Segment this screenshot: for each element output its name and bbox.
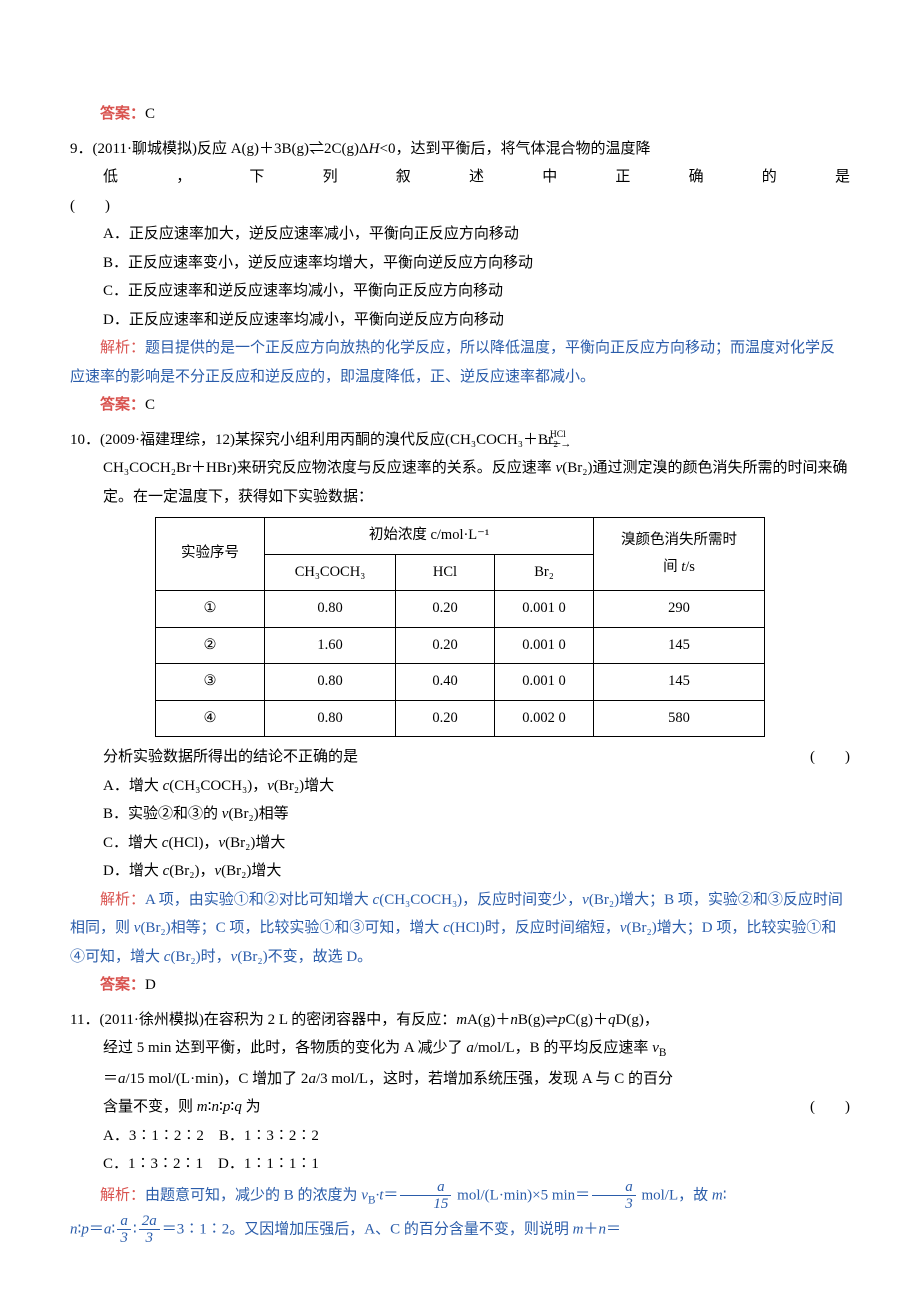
question-10: 10．(2009·福建理综，12)某探究小组利用丙酮的溴代反应(CH₃COCH₃… xyxy=(70,426,850,1000)
q11-choice-ab: A．3∶1∶2∶2 B．1∶3∶2∶2 xyxy=(70,1122,850,1151)
experiment-table: 实验序号 初始浓度 c/mol·L⁻¹ 溴颜色消失所需时 间 t/s CH₃CO… xyxy=(155,517,765,737)
q11-choice-cd: C．1∶3∶2∶1 D．1∶1∶1∶1 xyxy=(70,1150,850,1179)
q9-stem-line2: 低，下列叙述中正确的是 xyxy=(70,163,850,192)
q10-choice-c: C．增大 c(HCl)，v(Br₂)增大 xyxy=(70,829,850,858)
q9-paren: ( ) xyxy=(70,192,850,221)
q10-after-table: 分析实验数据所得出的结论不正确的是 ( ) xyxy=(70,743,850,772)
answer-label: 答案： xyxy=(100,976,145,993)
q-stem-part-a: (2011·聊城模拟)反应 A(g)＋3B(g)⇌2C(g)Δ xyxy=(93,141,369,157)
q9-choice-d: D．正反应速率和逆反应速率均减小，平衡向逆反应方向移动 xyxy=(70,306,850,335)
analysis-label: 解析： xyxy=(100,891,145,908)
q11-analysis-l2: n∶p＝a∶a3∶2a3＝3∶1∶2。又因增加压强后，A、C 的百分含量不变，则… xyxy=(70,1213,850,1247)
th-group: 初始浓度 c/mol·L⁻¹ xyxy=(265,518,594,555)
q11-analysis: 解析：由题意可知，减少的 B 的浓度为 vB·t＝a15 mol/(L·min)… xyxy=(70,1179,850,1247)
th-acetone: CH₃COCH₃ xyxy=(265,554,396,591)
table-row: ③ 0.80 0.40 0.001 0 145 xyxy=(156,664,765,701)
q10-stem-a: (2009·福建理综，12)某探究小组利用丙酮的溴代反应(CH₃COCH₃＋Br… xyxy=(100,432,562,448)
q-number: 9． xyxy=(70,141,93,157)
answer-value: C xyxy=(145,397,155,413)
q-number: 10． xyxy=(70,432,100,448)
answer-value: D xyxy=(145,977,156,993)
q11-stem-l2: 经过 5 min 达到平衡，此时，各物质的变化为 A 减少了 a/mol/L，B… xyxy=(70,1034,850,1064)
q11-paren: ( ) xyxy=(810,1093,850,1122)
q11-stem-l4: 含量不变，则 m∶n∶p∶q 为 ( ) xyxy=(70,1093,850,1122)
q10-analysis: 解析：A 项，由实验①和②对比可知增大 c(CH₃COCH₃)，反应时间变少，v… xyxy=(70,886,850,972)
th-br2: Br₂ xyxy=(495,554,594,591)
table-row: ② 1.60 0.20 0.001 0 145 xyxy=(156,627,765,664)
q9-choice-a: A．正反应速率加大，逆反应速率减小，平衡向正反应方向移动 xyxy=(70,220,850,249)
q-stem-part-b: <0，达到平衡后，将气体混合物的温度降 xyxy=(380,141,651,157)
answer-label: 答案： xyxy=(100,396,145,413)
q9-choice-c: C．正反应速率和逆反应速率均减小，平衡向正反应方向移动 xyxy=(70,277,850,306)
table-row: ④ 0.80 0.20 0.002 0 580 xyxy=(156,700,765,737)
q10-choice-b: B．实验②和③的 v(Br₂)相等 xyxy=(70,800,850,829)
analysis-text: 题目提供的是一个正反应方向放热的化学反应，所以降低温度，平衡向正反应方向移动；而… xyxy=(70,340,835,385)
question-9: 9．(2011·聊城模拟)反应 A(g)＋3B(g)⇌2C(g)ΔH<0，达到平… xyxy=(70,135,850,420)
analysis-label: 解析： xyxy=(100,339,145,356)
fraction: 2a3 xyxy=(139,1213,160,1247)
reaction-arrow: HCl──→ xyxy=(562,430,587,451)
q10-choice-d: D．增大 c(Br₂)，v(Br₂)增大 xyxy=(70,857,850,886)
q9-analysis: 解析：题目提供的是一个正反应方向放热的化学反应，所以降低温度，平衡向正反应方向移… xyxy=(70,334,850,391)
analysis-text: A 项，由实验①和②对比可知增大 c(CH₃COCH₃)，反应时间变少，v(Br… xyxy=(70,892,843,965)
table-row: ① 0.80 0.20 0.001 0 290 xyxy=(156,591,765,628)
fraction: a3 xyxy=(592,1179,636,1213)
th-hcl: HCl xyxy=(396,554,495,591)
q10-stem-b: CH₃COCH₂Br＋HBr)来研究反应物浓度与反应速率的关系。反应速率 v(B… xyxy=(70,454,850,511)
analysis-label: 解析： xyxy=(100,1186,145,1203)
q10-paren: ( ) xyxy=(810,743,850,772)
q10-choice-a: A．增大 c(CH₃COCH₃)，v(Br₂)增大 xyxy=(70,772,850,801)
answer-label: 答案： xyxy=(100,105,145,122)
th-exp-id: 实验序号 xyxy=(156,518,265,591)
answer-value: C xyxy=(145,106,155,122)
q-number: 11． xyxy=(70,1012,99,1028)
fraction: a15 xyxy=(400,1179,451,1213)
answer-8: 答案：C xyxy=(70,100,850,129)
q9-choice-b: B．正反应速率变小，逆反应速率均增大，平衡向逆反应方向移动 xyxy=(70,249,850,278)
q9-answer: 答案：C xyxy=(70,391,850,420)
question-11: 11．(2011·徐州模拟)在容积为 2 L 的密闭容器中，有反应：mA(g)＋… xyxy=(70,1006,850,1247)
delta-h: H xyxy=(369,141,380,157)
q11-stem-l3: ＝a/15 mol/(L·min)，C 增加了 2a/3 mol/L，这时，若增… xyxy=(70,1065,850,1094)
q10-answer: 答案：D xyxy=(70,971,850,1000)
th-time: 溴颜色消失所需时 间 t/s xyxy=(594,518,765,591)
fraction: a3 xyxy=(117,1213,131,1247)
